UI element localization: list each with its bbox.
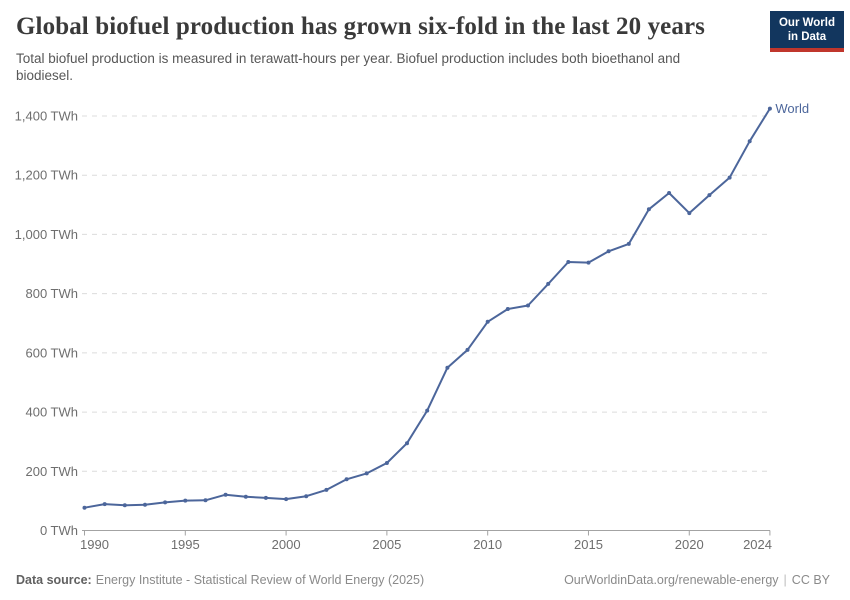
owid-url-link[interactable]: OurWorldinData.org/renewable-energy <box>564 573 779 587</box>
x-tick-label: 2015 <box>574 537 603 552</box>
license-label: CC BY <box>791 573 830 587</box>
owid-logo[interactable]: Our World in Data <box>769 11 844 53</box>
data-point-marker[interactable] <box>263 495 268 500</box>
data-point-marker[interactable] <box>626 241 631 246</box>
data-point-marker[interactable] <box>405 441 409 446</box>
data-point-marker[interactable] <box>163 500 168 505</box>
data-point-marker[interactable] <box>243 494 248 499</box>
y-tick-label: 600 TWh <box>25 345 78 360</box>
data-point-marker[interactable] <box>425 408 430 413</box>
data-source-text: Energy Institute - Statistical Review of… <box>95 573 425 587</box>
data-point-marker[interactable] <box>284 497 289 502</box>
data-point-marker[interactable] <box>687 211 692 216</box>
data-point-marker[interactable] <box>586 260 591 265</box>
x-tick-label: 1995 <box>171 537 200 552</box>
y-tick-label: 400 TWh <box>25 405 78 420</box>
data-point-marker[interactable] <box>445 365 450 370</box>
y-tick-label: 1,200 TWh <box>15 168 78 183</box>
data-point-marker[interactable] <box>82 505 87 510</box>
data-point-marker[interactable] <box>143 502 147 507</box>
data-point-marker[interactable] <box>465 347 470 352</box>
x-tick-label: 2000 <box>272 537 301 552</box>
data-point-marker[interactable] <box>566 260 571 264</box>
data-point-marker[interactable] <box>485 319 490 324</box>
y-tick-label: 1,400 TWh <box>15 109 78 124</box>
owid-logo-line1: Our World <box>778 17 835 29</box>
chart-title: Global biofuel production has grown six-… <box>16 13 705 40</box>
data-point-marker[interactable] <box>102 502 107 507</box>
x-tick-label: 2010 <box>473 537 502 552</box>
data-point-marker[interactable] <box>526 303 530 308</box>
x-tick-label: 2005 <box>372 537 401 552</box>
data-point-marker[interactable] <box>667 191 672 195</box>
y-tick-label: 1,000 TWh <box>15 227 78 242</box>
data-point-marker[interactable] <box>122 503 127 508</box>
x-tick-label: 1990 <box>80 537 109 552</box>
data-point-marker[interactable] <box>344 477 349 482</box>
series-label-world[interactable]: World <box>775 101 809 116</box>
chart-footer: Data source: Energy Institute - Statistic… <box>16 573 830 587</box>
y-tick-label: 800 TWh <box>25 286 78 301</box>
data-point-marker[interactable] <box>183 498 188 503</box>
data-point-marker[interactable] <box>324 487 329 492</box>
data-point-marker[interactable] <box>646 207 651 212</box>
footer-separator: | <box>783 573 787 587</box>
data-point-marker[interactable] <box>223 492 228 497</box>
data-point-marker[interactable] <box>304 494 309 499</box>
chart-subtitle: Total biofuel production is measured in … <box>16 51 681 83</box>
data-point-marker[interactable] <box>546 281 551 286</box>
data-point-marker[interactable] <box>203 498 208 503</box>
data-point-marker[interactable] <box>767 106 772 111</box>
data-source: Data source: Energy Institute - Statistic… <box>16 573 424 587</box>
data-point-marker[interactable] <box>727 175 732 180</box>
data-source-label: Data source: <box>16 573 92 587</box>
y-tick-label: 0 TWh <box>40 523 78 538</box>
data-point-marker[interactable] <box>707 193 712 198</box>
x-tick-label: 2024 <box>743 537 772 552</box>
footer-right: OurWorldinData.org/renewable-energy | CC B… <box>564 573 830 587</box>
data-point-marker[interactable] <box>606 249 611 254</box>
data-point-marker[interactable] <box>364 471 369 476</box>
data-point-marker[interactable] <box>505 307 510 311</box>
series-line-world[interactable] <box>83 107 771 509</box>
owid-logo-line2: in Data <box>787 31 827 44</box>
y-tick-label: 200 TWh <box>25 464 78 479</box>
data-point-marker[interactable] <box>384 461 389 465</box>
data-point-marker[interactable] <box>747 139 752 144</box>
x-tick-label: 2020 <box>675 537 704 552</box>
